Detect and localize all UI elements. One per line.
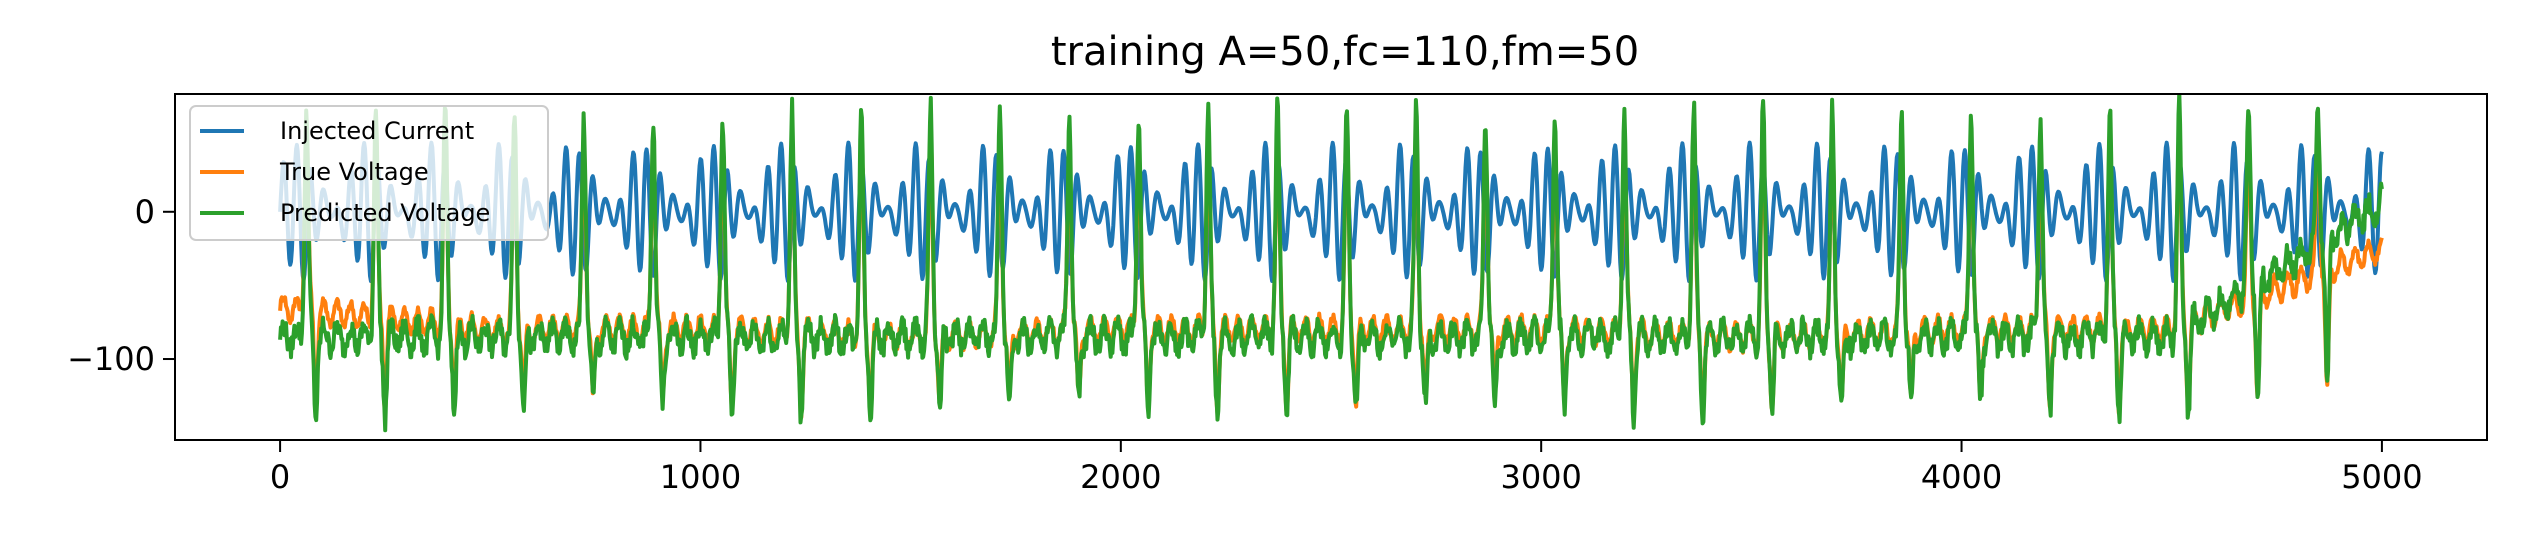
legend-box	[189, 105, 549, 241]
series-line-2	[278, 94, 2384, 433]
legend: Injected Current True Voltage Predicted Vo…	[189, 105, 549, 241]
series-line-0	[278, 140, 2384, 283]
x-tick-label: 0	[270, 458, 290, 496]
legend-label: True Voltage	[279, 158, 429, 186]
series-layer	[278, 94, 2384, 433]
chart-title: training A=50,fc=110,fm=50	[1051, 29, 1639, 75]
x-tick-label: 4000	[1921, 458, 2002, 496]
legend-label: Injected Current	[280, 117, 474, 145]
legend-label: Predicted Voltage	[280, 199, 490, 227]
x-tick-label: 3000	[1500, 458, 1581, 496]
axes-layer: 0 1000 2000 3000 4000 5000 0 −100	[67, 193, 2423, 496]
y-tick-label: 0	[135, 193, 155, 231]
plot-frame	[174, 93, 2488, 441]
x-tick-label: 5000	[2341, 458, 2422, 496]
y-tick-label: −100	[67, 340, 155, 378]
x-tick-label: 2000	[1080, 458, 1161, 496]
x-tick-label: 1000	[660, 458, 741, 496]
